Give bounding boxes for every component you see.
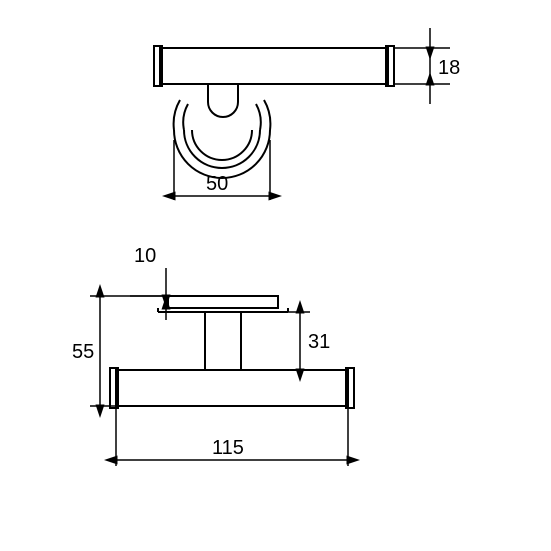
rosette-plate [168,296,278,308]
dim-18-value: 18 [438,57,460,79]
dim-50-value: 50 [206,173,228,195]
rosette-top [174,100,271,178]
dim-10-value: 10 [134,245,156,267]
handle-bar-side [116,370,348,406]
handle-bar-top [160,48,388,84]
dim-31 [278,312,310,370]
top-view [154,46,394,178]
dim-115-value: 115 [212,437,244,459]
dim-55-value: 55 [72,341,94,363]
dim-31-value: 31 [308,331,330,353]
technical-drawing: 18 50 10 31 55 [0,0,551,551]
handle-neck-side [205,312,241,370]
handle-neck-top [208,84,238,117]
